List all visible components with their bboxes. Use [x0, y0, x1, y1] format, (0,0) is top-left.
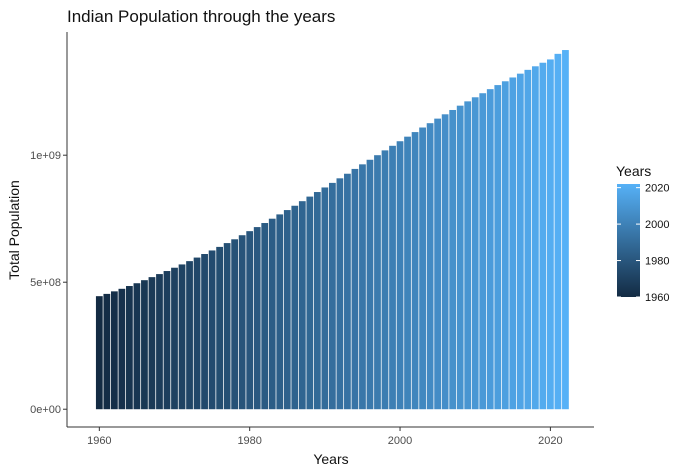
bar-2000: [396, 141, 404, 410]
bar-1992: [336, 178, 344, 410]
bar-1989: [313, 192, 321, 410]
legend-colorbar: [617, 184, 640, 297]
x-tick-label: 2000: [388, 435, 412, 447]
bar-2009: [464, 101, 472, 410]
bar-2006: [441, 114, 449, 410]
bar-2001: [404, 136, 411, 410]
bar-1968: [156, 274, 163, 410]
chart-title: Indian Population through the years: [67, 7, 335, 26]
bar-1995: [359, 164, 366, 410]
bar-1994: [351, 168, 359, 410]
bar-1979: [238, 235, 246, 410]
y-tick-label: 1e+09: [30, 150, 61, 162]
bar-2019: [539, 62, 547, 410]
legend-tick-label: 2000: [645, 219, 669, 231]
x-axis-title: Years: [313, 451, 348, 467]
bar-2010: [471, 97, 479, 410]
bar-1973: [193, 257, 201, 410]
bar-2014: [501, 81, 509, 410]
legend-title: Years: [616, 163, 651, 179]
bar-2022: [562, 50, 569, 410]
bar-1980: [246, 231, 254, 410]
bar-1977: [223, 243, 231, 410]
bar-1961: [103, 293, 111, 410]
x-ticks: 1960 1980 2000 2020: [87, 427, 563, 447]
bar-2016: [516, 73, 524, 410]
bar-1990: [321, 187, 329, 410]
bar-1991: [329, 182, 336, 410]
bar-2004: [426, 123, 434, 410]
y-tick-label: 5e+08: [30, 277, 61, 289]
bar-1962: [110, 291, 118, 410]
bar-2020: [547, 59, 554, 410]
bar-1969: [163, 271, 171, 410]
bar-1972: [186, 261, 193, 410]
bar-2013: [494, 85, 502, 410]
bar-1996: [366, 159, 374, 410]
legend: Years 1960 1980 2000 2020: [616, 163, 669, 304]
bar-2005: [434, 118, 442, 410]
bar-1967: [148, 277, 156, 410]
bar-2002: [411, 132, 419, 410]
y-ticks: 0e+00 5e+08 1e+09: [30, 150, 67, 416]
bar-1965: [133, 283, 141, 410]
bar-1966: [141, 280, 148, 410]
legend-ticks: 1960 1980 2000 2020: [617, 183, 669, 304]
bar-1987: [298, 201, 306, 410]
bar-1986: [291, 205, 299, 410]
bar-1998: [381, 150, 389, 410]
bar-1963: [118, 288, 126, 410]
bar-2008: [456, 105, 464, 410]
bar-2017: [524, 69, 532, 410]
bar-1999: [389, 145, 396, 410]
bar-1993: [344, 173, 351, 410]
x-tick-label: 1980: [237, 435, 261, 447]
y-tick-label: 0e+00: [30, 404, 61, 416]
bar-1964: [126, 286, 133, 410]
bar-1997: [374, 155, 381, 410]
bar-1984: [276, 214, 284, 410]
bars-group: [95, 50, 569, 410]
bar-2003: [419, 127, 426, 410]
bar-1982: [261, 223, 269, 410]
bar-2007: [449, 109, 457, 410]
y-axis-title: Total Population: [6, 180, 22, 280]
bar-1988: [306, 196, 314, 410]
bar-1978: [231, 239, 239, 410]
bar-1971: [178, 264, 186, 410]
bar-1974: [201, 254, 208, 410]
bar-1981: [253, 227, 261, 410]
bar-1975: [208, 250, 216, 410]
bar-2021: [554, 53, 562, 410]
legend-tick-label: 1980: [645, 256, 669, 268]
bar-2011: [479, 93, 487, 410]
bar-2012: [486, 89, 494, 410]
legend-tick-label: 1960: [645, 292, 669, 304]
bar-1985: [283, 210, 291, 410]
bar-1970: [171, 267, 178, 410]
bar-2018: [531, 66, 539, 410]
legend-tick-label: 2020: [645, 183, 669, 195]
bar-1976: [216, 246, 223, 410]
bar-2015: [509, 77, 517, 410]
x-tick-label: 2020: [538, 435, 562, 447]
x-tick-label: 1960: [87, 435, 111, 447]
bar-1960: [95, 296, 103, 410]
bar-1983: [268, 218, 276, 410]
